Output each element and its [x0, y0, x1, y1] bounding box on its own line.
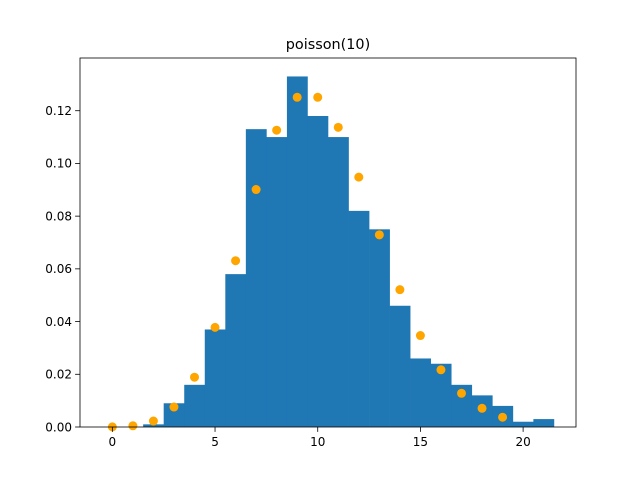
histogram-bar — [389, 305, 411, 427]
x-tick-label: 15 — [413, 435, 428, 449]
pmf-point — [333, 122, 343, 132]
x-tick-label: 20 — [515, 435, 530, 449]
pmf-point — [272, 125, 282, 135]
histogram-bar — [245, 129, 267, 427]
histogram-bars — [143, 76, 555, 428]
histogram-bar — [451, 384, 473, 427]
pmf-point — [148, 416, 158, 426]
chart-title: poisson(10) — [286, 37, 370, 53]
histogram-bar — [184, 384, 206, 427]
histogram-bar — [512, 421, 534, 427]
x-tick-label: 5 — [211, 435, 219, 449]
pmf-point — [251, 185, 261, 195]
pmf-point — [190, 372, 199, 382]
pmf-point — [292, 92, 302, 102]
histogram-bar — [369, 229, 390, 427]
pmf-point — [210, 322, 220, 332]
pmf-point — [374, 230, 384, 240]
pmf-point — [477, 403, 487, 413]
y-tick-label: 0.10 — [45, 157, 72, 171]
pmf-point — [415, 331, 425, 341]
pmf-point — [354, 172, 364, 182]
x-tick-label: 10 — [310, 435, 325, 449]
histogram-bar — [430, 363, 452, 427]
pmf-point — [395, 285, 405, 295]
histogram-bar — [225, 274, 247, 427]
y-tick-label: 0.00 — [45, 420, 72, 434]
histogram-bar — [266, 137, 288, 427]
histogram-bar — [348, 210, 370, 427]
histogram-bar — [328, 137, 349, 427]
histogram-bar — [204, 329, 226, 427]
y-tick-label: 0.04 — [45, 315, 72, 329]
pmf-point — [436, 365, 446, 375]
pmf-point — [498, 412, 508, 422]
x-tick-label: 0 — [109, 435, 117, 449]
y-axis-ticks: 0.00 0.02 0.04 0.06 0.08 0.10 0.12 — [45, 104, 80, 434]
histogram-bar — [286, 76, 308, 427]
y-tick-label: 0.12 — [45, 104, 72, 118]
pmf-point — [169, 402, 179, 412]
x-axis-ticks: 0 5 10 15 20 — [109, 427, 531, 449]
pmf-point — [313, 92, 323, 102]
pmf-point — [128, 421, 138, 431]
axes-frame — [79, 57, 577, 428]
histogram-bar — [307, 115, 329, 428]
pmf-point — [231, 256, 241, 266]
y-tick-label: 0.08 — [45, 209, 72, 223]
y-tick-label: 0.02 — [45, 368, 72, 382]
pmf-points — [107, 92, 508, 432]
histogram-bar — [533, 419, 555, 427]
y-tick-label: 0.06 — [45, 262, 72, 276]
pmf-point — [457, 388, 466, 398]
histogram-bar — [163, 403, 185, 427]
histogram-bar — [410, 358, 431, 427]
histogram-bar — [143, 424, 164, 427]
